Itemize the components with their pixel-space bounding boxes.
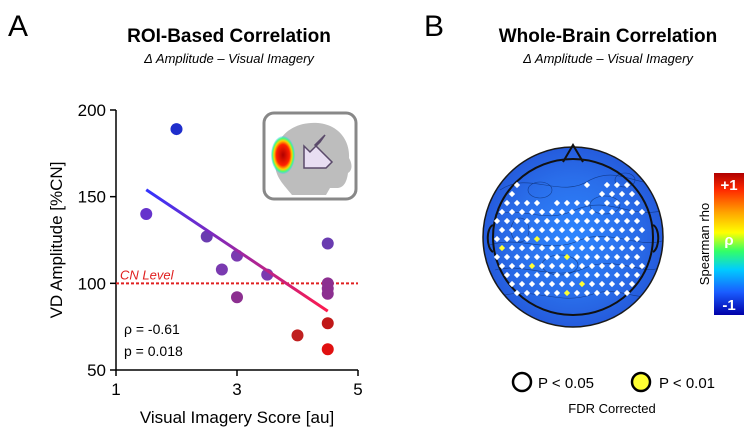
- electrode: [533, 253, 541, 261]
- head-outline-icon: [492, 158, 655, 316]
- rho-value: ρ = -0.61: [124, 321, 180, 337]
- x-ticks: 1 3 5: [111, 370, 363, 399]
- legend-marker-p05: [511, 371, 533, 393]
- y-tick-label: 150: [78, 188, 106, 207]
- panel-a-subtitle: Δ Amplitude – Visual Imagery: [143, 51, 315, 66]
- data-point: [321, 237, 334, 250]
- significance-legend: P < 0.05 P < 0.01 FDR Corrected: [511, 371, 715, 416]
- legend-marker-p01: [630, 371, 652, 393]
- x-tick-label: 1: [111, 380, 120, 399]
- data-point: [291, 329, 304, 342]
- data-point: [140, 208, 153, 220]
- electrode: [523, 253, 531, 261]
- x-tick-label: 5: [353, 380, 362, 399]
- panel-a-letter: A: [8, 10, 28, 43]
- data-point: [321, 343, 334, 356]
- left-ear-icon: [486, 224, 494, 253]
- colorbar-axis-label: Spearman rho: [697, 203, 712, 285]
- electrode: [508, 208, 516, 216]
- panel-b: B Whole-Brain Correlation Δ Amplitude – …: [424, 10, 744, 416]
- y-tick-label: 100: [78, 274, 106, 293]
- data-point: [231, 291, 243, 304]
- electrode: [573, 253, 581, 261]
- data-point: [215, 263, 228, 276]
- electrode: [613, 253, 621, 261]
- electrode: [498, 262, 506, 270]
- colorbar-mid-label: ρ: [724, 232, 733, 249]
- y-tick-label: 200: [78, 101, 106, 120]
- electrode: [583, 253, 591, 261]
- electrode: [563, 253, 571, 261]
- roi-inset: [262, 111, 358, 201]
- cn-level-label: CN Level: [120, 267, 175, 282]
- electrode: [508, 190, 516, 198]
- topographic-map: [482, 143, 664, 328]
- electrode: [508, 226, 516, 234]
- electrode: [513, 253, 521, 261]
- regression-line: [145, 188, 329, 313]
- electrode: [543, 253, 551, 261]
- electrode: [633, 253, 641, 261]
- electrode: [623, 253, 631, 261]
- legend-label-p01: P < 0.01: [659, 375, 715, 392]
- legend-note: FDR Corrected: [568, 401, 655, 416]
- electrode: [503, 271, 511, 279]
- panel-b-subtitle: Δ Amplitude – Visual Imagery: [522, 51, 694, 66]
- data-point: [321, 317, 334, 330]
- y-ticks: 50 100 150 200: [78, 101, 116, 380]
- y-tick-label: 50: [87, 361, 106, 380]
- colorbar-min-label: -1: [722, 297, 735, 314]
- x-axis-label: Visual Imagery Score [au]: [140, 408, 334, 427]
- nose-icon: [562, 143, 584, 163]
- electrode: [508, 244, 516, 252]
- x-tick-label: 3: [232, 380, 241, 399]
- electrode: [603, 253, 611, 261]
- panel-a: A ROI-Based Correlation Δ Amplitude – Vi…: [8, 10, 363, 427]
- panel-a-title: ROI-Based Correlation: [127, 26, 331, 47]
- panel-b-letter: B: [424, 10, 444, 43]
- right-ear-icon: [652, 224, 660, 253]
- roi-highlight-icon: [271, 136, 295, 174]
- colorbar-max-label: +1: [720, 177, 737, 194]
- electrode: [553, 253, 561, 261]
- y-axis-label: VD Amplitude [%CN]: [47, 162, 66, 319]
- legend-label-p05: P < 0.05: [538, 375, 594, 392]
- p-value: p = 0.018: [124, 343, 183, 359]
- electrode: [593, 253, 601, 261]
- arrow-icon: [303, 134, 334, 169]
- data-point: [321, 287, 334, 300]
- colorbar: +1 ρ -1 Spearman rho: [697, 173, 744, 315]
- panel-b-title: Whole-Brain Correlation: [499, 26, 718, 47]
- data-point: [170, 123, 183, 136]
